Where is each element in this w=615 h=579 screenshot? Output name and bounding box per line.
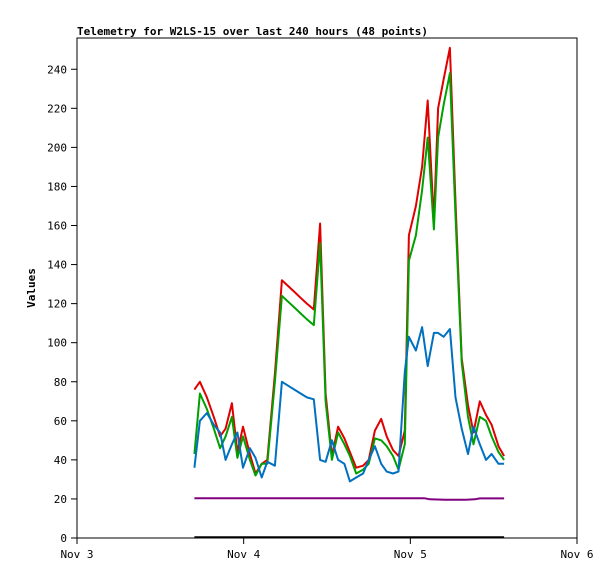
y-tick-label: 200 — [47, 141, 67, 154]
y-tick-label: 180 — [47, 180, 67, 193]
y-tick-label: 240 — [47, 63, 67, 76]
y-tick-label: 60 — [54, 415, 67, 428]
y-tick-label: 40 — [54, 454, 67, 467]
y-axis-label: Values — [25, 268, 38, 308]
series-line — [194, 497, 505, 501]
y-tick-label: 100 — [47, 337, 67, 350]
y-tick-label: 20 — [54, 493, 67, 506]
y-tick-label: 160 — [47, 220, 67, 233]
x-tick-label: Nov 3 — [60, 548, 93, 561]
y-tick-label: 0 — [60, 532, 67, 545]
y-tick-label: 80 — [54, 376, 67, 389]
y-tick-label: 140 — [47, 259, 67, 272]
series-lines — [193, 46, 505, 539]
x-tick-label: Nov 4 — [227, 548, 260, 561]
x-tick-label: Nov 6 — [560, 548, 593, 561]
y-tick-label: 120 — [47, 298, 67, 311]
x-tick-label: Nov 5 — [394, 548, 427, 561]
y-tick-label: 220 — [47, 102, 67, 115]
series-line — [193, 72, 505, 477]
series-line — [193, 326, 505, 483]
chart-title: Telemetry for W2LS-15 over last 240 hour… — [77, 25, 428, 38]
axis-ticks: 0 20 40 60 80 100 120 140 160 180 200 220 240 Nov 3 No… — [47, 63, 593, 561]
